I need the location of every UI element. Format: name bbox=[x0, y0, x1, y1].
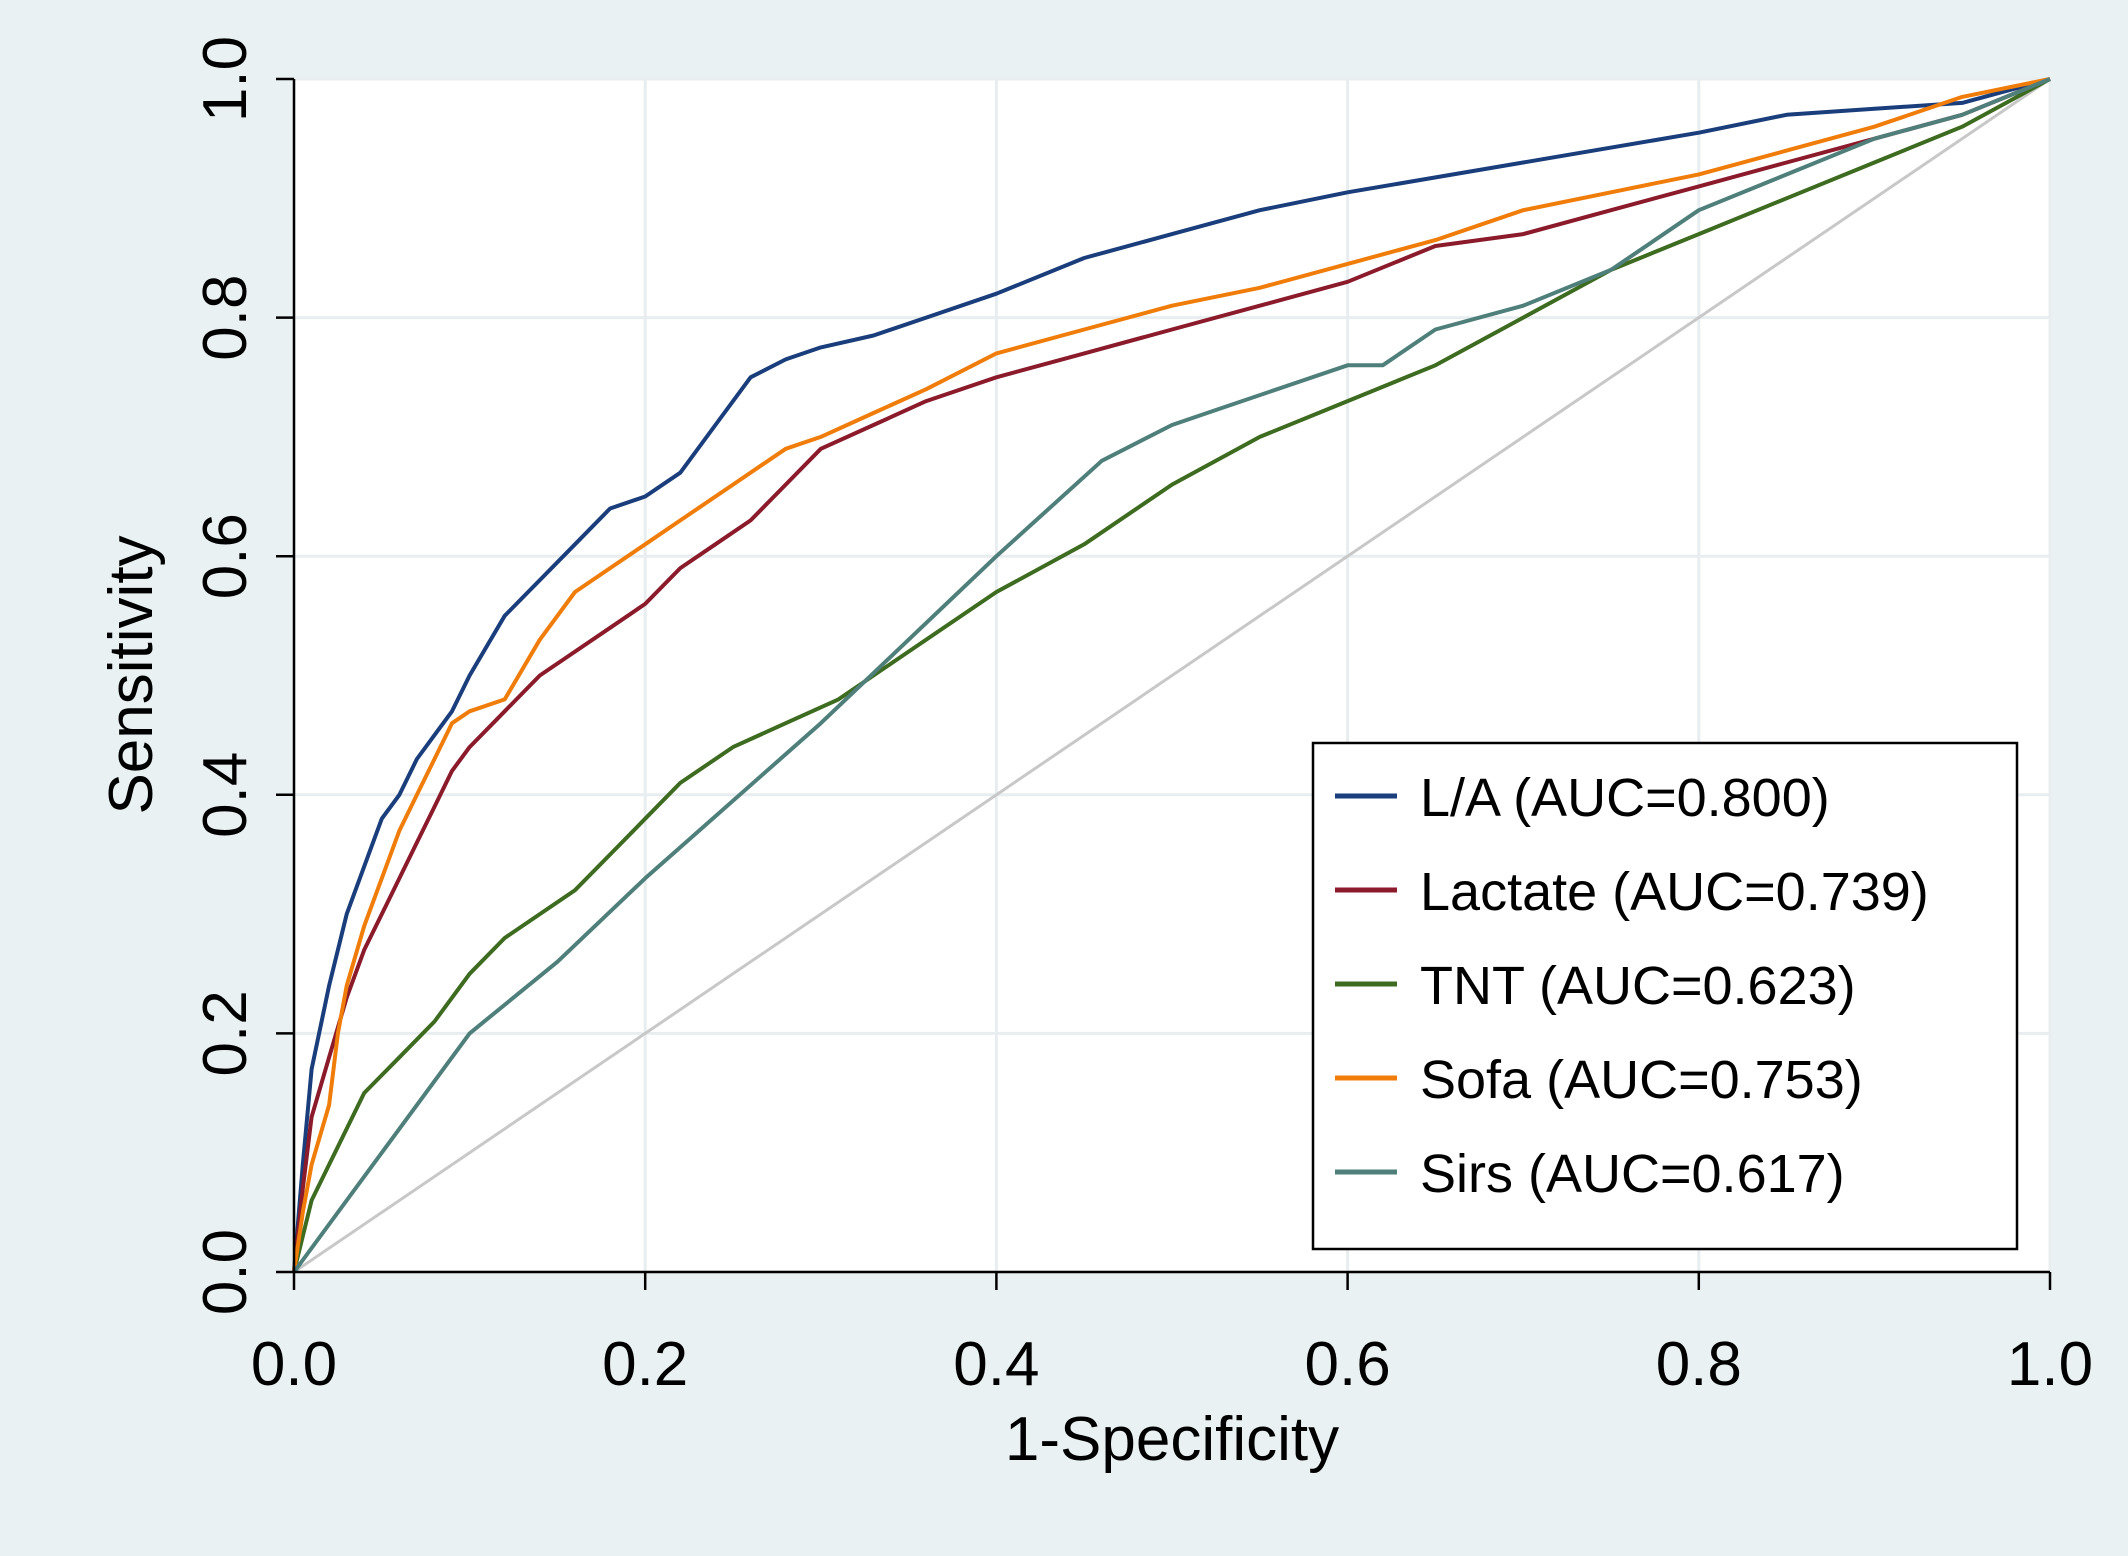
y-axis-label: Sensitivity bbox=[97, 535, 166, 814]
y-tick-label-2: 0.4 bbox=[191, 752, 260, 838]
series-line-3 bbox=[292, 77, 2051, 1273]
y-tick-label-3: 0.6 bbox=[191, 513, 260, 599]
reference-line bbox=[293, 77, 2051, 1274]
y-tick-label-1: 0.2 bbox=[191, 990, 260, 1076]
x-tick-label-1: 0.2 bbox=[602, 1330, 688, 1399]
y-tick-label-5: 1.0 bbox=[191, 36, 260, 122]
y-tick-label-0: 0.0 bbox=[191, 1229, 260, 1315]
y-tick-label-4: 0.8 bbox=[191, 274, 260, 360]
legend-label-4: Sirs (AUC=0.617) bbox=[1420, 1144, 1845, 1204]
grid bbox=[292, 77, 2052, 1274]
legend-label-0: L/A (AUC=0.800) bbox=[1420, 768, 1830, 828]
x-axis-label: 1-Specificity bbox=[1005, 1405, 1339, 1474]
series-group bbox=[292, 77, 2051, 1274]
reference-line-group bbox=[293, 77, 2051, 1274]
legend-label-3: Sofa (AUC=0.753) bbox=[1420, 1050, 1863, 1110]
x-tick-label-2: 0.4 bbox=[953, 1330, 1039, 1399]
series-line-0 bbox=[292, 77, 2051, 1273]
legend-box bbox=[1311, 741, 2019, 1251]
x-tick-label-5: 1.0 bbox=[2007, 1330, 2093, 1399]
legend-label-2: TNT (AUC=0.623) bbox=[1420, 956, 1856, 1016]
axes: 0.0 0.2 0.4 0.6 0.8 1.0 0.0 0.2 0.4 0.6 0.8 1.0 bbox=[191, 36, 2093, 1399]
x-tick-label-0: 0.0 bbox=[251, 1330, 337, 1399]
x-tick-label-4: 0.8 bbox=[1656, 1330, 1742, 1399]
legend: L/A (AUC=0.800) Lactate (AUC=0.739) TNT (A… bbox=[1311, 741, 2019, 1251]
series-line-1 bbox=[292, 77, 2051, 1273]
x-tick-label-3: 0.6 bbox=[1304, 1330, 1390, 1399]
legend-label-1: Lactate (AUC=0.739) bbox=[1420, 862, 1929, 922]
series-line-4 bbox=[292, 77, 2051, 1274]
